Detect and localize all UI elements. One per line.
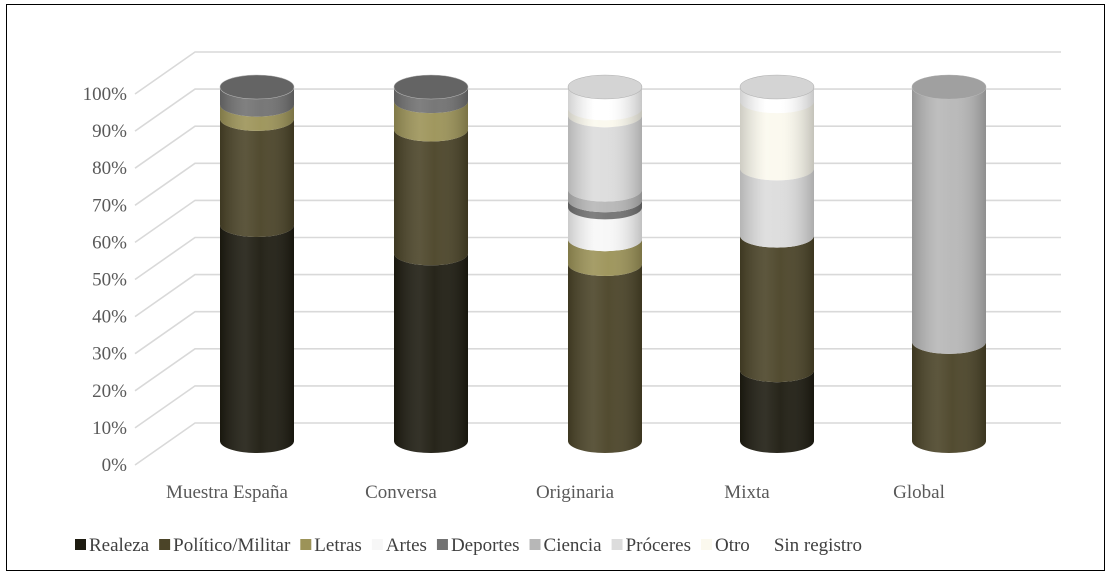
legend-label: Ciencia	[544, 535, 603, 556]
x-category-label: Mixta	[724, 482, 770, 503]
legend-item-letras: Letras	[300, 535, 362, 556]
legend-swatch	[371, 539, 383, 550]
y-tick-label: 20%	[92, 381, 127, 402]
y-tick-label: 70%	[92, 195, 127, 216]
cylinder-bars	[219, 74, 987, 453]
y-tick-label: 100%	[83, 84, 128, 105]
legend-item-politico-militar: Político/Militar	[159, 535, 291, 556]
segment-politico-militar	[740, 235, 814, 383]
legend-label: Político/Militar	[173, 535, 291, 556]
y-tick-label: 80%	[92, 158, 127, 179]
legend-label: Letras	[314, 535, 361, 556]
legend-item-realeza: Realeza	[75, 535, 150, 556]
legend-swatch	[760, 539, 771, 550]
legend-swatch	[700, 539, 712, 550]
legend-swatch	[75, 539, 86, 550]
x-category-label: Conversa	[365, 482, 437, 503]
legend-swatch	[159, 539, 171, 550]
legend-label: Otro	[715, 535, 750, 556]
y-tick-label: 90%	[92, 121, 127, 142]
y-tick-label: 30%	[92, 344, 127, 365]
cylinder-top-cap-shade	[394, 75, 468, 99]
bar-conversa	[393, 74, 469, 453]
cylinder-top-cap	[911, 74, 987, 100]
legend-label: Realeza	[89, 535, 150, 556]
segment-politico-militar	[220, 118, 294, 238]
cylinder-top-cap	[567, 74, 643, 100]
chart-frame: 0% 10% 20% 30% 40% 50% 60% 70% 80% 90% 100% Muestr…	[6, 4, 1105, 571]
legend-item-otro: Otro	[700, 535, 750, 556]
legend-swatch	[611, 539, 623, 550]
y-axis-ticks: 0% 10% 20% 30% 40% 50% 60% 70% 80% 90% 100%	[83, 84, 128, 476]
legend-label: Deportes	[451, 535, 520, 556]
bar-global	[911, 74, 987, 453]
cylinder-top-cap-shade	[568, 75, 642, 99]
cylinder-top-cap	[393, 74, 469, 100]
legend-label: Próceres	[626, 535, 691, 556]
segment-politico-militar	[568, 264, 642, 453]
bar-mixta	[739, 74, 815, 453]
x-category-label: Originaria	[536, 482, 615, 503]
legend-item-deportes: Deportes	[436, 535, 520, 556]
segment-realeza	[394, 253, 468, 453]
cylinder-top-cap	[739, 74, 815, 100]
legend-label: Sin registro	[774, 535, 862, 556]
y-tick-label: 60%	[92, 232, 127, 253]
cylinder-top-cap-shade	[912, 75, 986, 99]
y-tick-label: 40%	[92, 307, 127, 328]
segment-politico-militar	[394, 129, 468, 266]
x-category-label: Muestra España	[166, 482, 288, 503]
legend-label: Artes	[386, 535, 427, 556]
legend-swatch	[300, 539, 312, 550]
legend-item-ciencia: Ciencia	[529, 535, 603, 556]
cylinder-top-cap-shade	[220, 75, 294, 99]
legend-swatch	[529, 539, 541, 550]
y-tick-label: 10%	[92, 418, 127, 439]
segment-ciencia	[912, 87, 986, 354]
segment-realeza	[740, 370, 814, 453]
legend-item-sin-registro: Sin registro	[760, 535, 862, 556]
cylinder-top-cap	[219, 74, 295, 100]
bar-originaria	[567, 74, 643, 453]
y-tick-label: 50%	[92, 270, 127, 291]
segment-realeza	[220, 225, 294, 453]
stacked-cylinder-chart: 0% 10% 20% 30% 40% 50% 60% 70% 80% 90% 100% Muestr…	[75, 51, 1061, 556]
gridline	[134, 51, 1061, 95]
segment-proceres	[568, 115, 642, 202]
y-tick-label: 0%	[102, 455, 128, 476]
legend-swatch	[436, 539, 448, 550]
legend: Realeza Político/Militar Letras Artes Deport…	[75, 535, 862, 556]
legend-item-proceres: Próceres	[611, 535, 691, 556]
bar-muestra-espana	[219, 74, 295, 453]
legend-item-artes: Artes	[371, 535, 427, 556]
x-category-label: Global	[893, 482, 945, 503]
cylinder-top-cap-shade	[740, 75, 814, 99]
x-axis-categories: Muestra España Conversa Originaria Mixta Glo…	[166, 482, 945, 503]
segment-politico-militar	[912, 341, 986, 453]
